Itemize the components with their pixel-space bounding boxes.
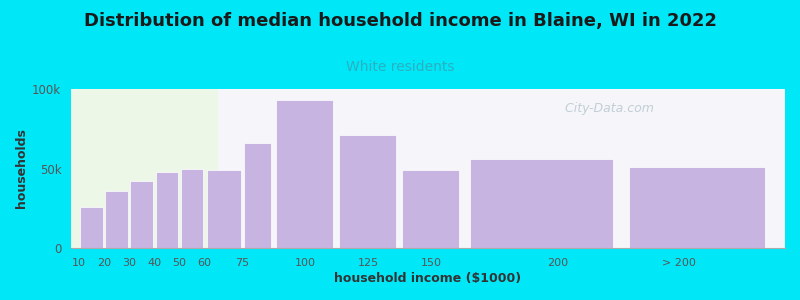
Bar [470, 159, 613, 248]
Bar [130, 181, 153, 248]
Y-axis label: households: households [15, 129, 28, 208]
X-axis label: household income ($1000): household income ($1000) [334, 272, 522, 285]
Bar [402, 170, 459, 248]
Bar [206, 170, 241, 248]
Bar [181, 169, 203, 248]
Bar [155, 172, 178, 248]
Bar [629, 167, 765, 248]
Text: Distribution of median household income in Blaine, WI in 2022: Distribution of median household income … [83, 12, 717, 30]
Text: White residents: White residents [346, 60, 454, 74]
Bar [244, 143, 271, 248]
Bar [339, 135, 396, 248]
Bar [71, 89, 218, 248]
Bar [105, 191, 128, 248]
Bar [276, 100, 333, 248]
Bar [80, 207, 102, 248]
Text: City-Data.com: City-Data.com [557, 102, 654, 115]
